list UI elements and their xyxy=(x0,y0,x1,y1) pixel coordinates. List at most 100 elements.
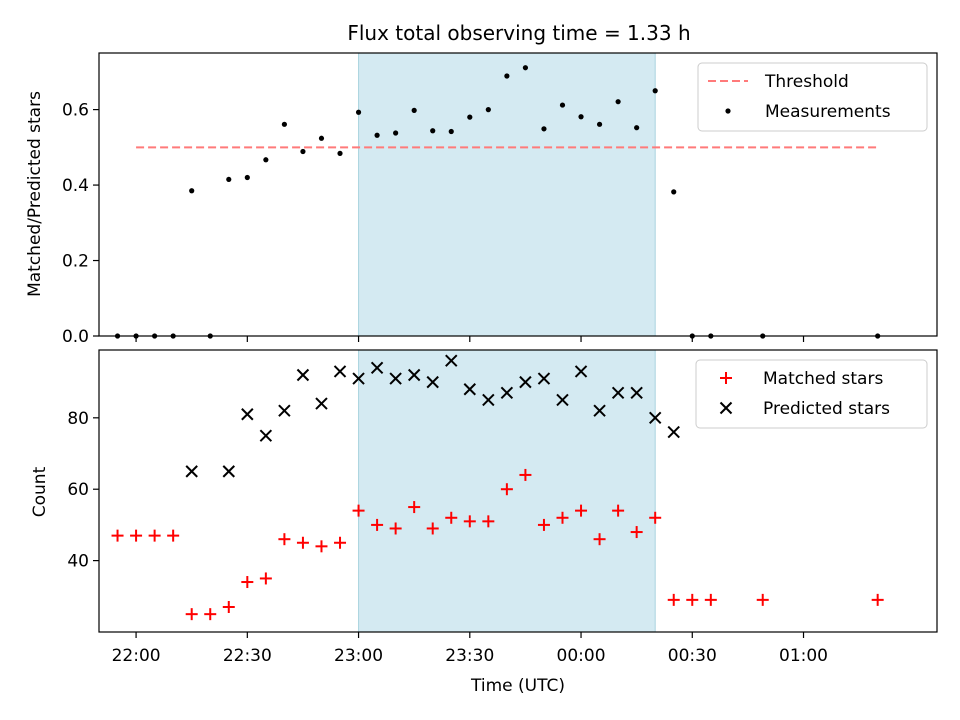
predicted-stars-point xyxy=(278,404,291,417)
measurement-point xyxy=(226,176,232,183)
legend-box xyxy=(695,359,928,429)
predicted-stars-point-b xyxy=(296,368,310,382)
bottom-y-axis-label: Count xyxy=(30,466,50,517)
predicted-stars-point xyxy=(426,375,439,389)
predicted-stars-point-b xyxy=(463,383,477,396)
measurement-point xyxy=(189,188,195,194)
measurement-point xyxy=(504,73,510,79)
predicted-stars-point xyxy=(445,354,458,367)
predicted-stars-point xyxy=(463,383,477,396)
legend-label: Predicted stars xyxy=(763,399,890,419)
legend-box xyxy=(697,62,928,132)
predicted-stars-point-b xyxy=(593,404,606,417)
predicted-stars-point-b xyxy=(370,361,384,375)
measurement-point xyxy=(467,114,473,120)
measurement-point xyxy=(318,135,325,141)
legend-label: Matched stars xyxy=(763,369,883,389)
measurement-point xyxy=(337,150,343,156)
measurement-point xyxy=(634,125,640,131)
predicted-stars-point-b xyxy=(259,429,273,442)
predicted-stars-point xyxy=(519,375,532,389)
matched-stars-point xyxy=(445,511,458,524)
matched-stars-point xyxy=(686,593,699,606)
matched-stars-point xyxy=(167,529,180,542)
predicted-stars-point xyxy=(482,393,495,407)
measurement-point xyxy=(355,109,362,115)
predicted-stars-point-b xyxy=(667,425,680,439)
predicted-stars-point-b xyxy=(445,354,458,367)
shaded-interval xyxy=(358,53,656,336)
matched-stars-point xyxy=(278,533,291,546)
predicted-stars-point xyxy=(352,372,365,385)
predicted-stars-point-b xyxy=(352,372,365,385)
measurement-point xyxy=(578,114,584,120)
axes-frame xyxy=(98,349,938,633)
predicted-stars-point xyxy=(630,386,643,400)
measurement-point xyxy=(448,128,454,135)
matched-stars-point xyxy=(389,522,402,535)
matched-stars-point xyxy=(148,529,161,542)
predicted-stars-point xyxy=(241,408,254,421)
matched-stars-point xyxy=(667,593,680,606)
predicted-stars-point-b xyxy=(407,368,421,382)
predicted-stars-point xyxy=(611,386,625,400)
predicted-stars-point xyxy=(593,404,606,417)
matched-stars-point xyxy=(612,504,625,517)
predicted-stars-point-b xyxy=(315,397,328,410)
matched-stars-point xyxy=(537,518,550,531)
measurement-point xyxy=(671,189,677,195)
measurement-point xyxy=(559,102,566,108)
matched-stars-point xyxy=(185,608,198,621)
x-tick-label: 23:00 xyxy=(334,646,383,666)
top-panel: 0.0 0.2 0.4 0.6 Threshold Measurements xyxy=(62,52,938,347)
measurement-point xyxy=(596,121,603,127)
matched-stars-point xyxy=(426,522,439,535)
matched-stars-point xyxy=(756,593,769,606)
measurement-point xyxy=(281,121,287,127)
measurement-point xyxy=(652,88,658,94)
predicted-stars-point xyxy=(667,425,680,439)
predicted-stars-point-b xyxy=(500,386,514,400)
y-tick-label: 0.6 xyxy=(62,101,89,121)
measurement-point xyxy=(244,174,250,181)
predicted-stars-point xyxy=(407,368,421,382)
measurement-point xyxy=(374,132,380,138)
axes-frame xyxy=(98,52,938,337)
measurement-point xyxy=(615,99,621,105)
y-tick-label: 60 xyxy=(67,480,89,500)
predicted-stars-point xyxy=(500,386,514,400)
matched-stars-point xyxy=(519,468,532,481)
x-tick-label: 00:30 xyxy=(668,646,717,666)
predicted-stars-point-b xyxy=(556,393,569,407)
measurement-point xyxy=(300,148,306,155)
predicted-stars-point xyxy=(333,365,347,378)
legend-predicted-marker-b xyxy=(719,401,733,415)
measurement-point xyxy=(541,126,547,132)
predicted-stars-point xyxy=(537,372,551,385)
matched-stars-point xyxy=(575,504,588,517)
matched-stars-point xyxy=(315,540,328,553)
matched-stars-point xyxy=(204,608,217,621)
x-tick-label: 00:00 xyxy=(557,646,606,666)
chart-title: Flux total observing time = 1.33 h xyxy=(347,21,690,45)
predicted-stars-point xyxy=(315,397,328,410)
predicted-stars-point-b xyxy=(482,393,495,407)
y-tick-label: 0.2 xyxy=(62,252,89,272)
matched-stars-point xyxy=(649,511,662,524)
matched-stars-point xyxy=(111,529,124,542)
matched-stars-point xyxy=(463,515,476,528)
predicted-stars-point-b xyxy=(241,408,254,421)
predicted-stars-point xyxy=(389,372,402,385)
predicted-stars-point xyxy=(574,365,588,378)
matched-stars-point xyxy=(482,515,495,528)
matched-stars-point xyxy=(500,483,513,496)
legend-measurement-marker xyxy=(725,108,731,114)
predicted-stars-point xyxy=(556,393,569,407)
y-tick-label: 0.4 xyxy=(62,176,89,196)
predicted-stars-point-b xyxy=(574,365,588,378)
matched-stars-point xyxy=(259,572,272,585)
matched-stars-point xyxy=(352,504,365,517)
predicted-stars-point-b xyxy=(537,372,551,385)
matched-stars-point xyxy=(593,533,606,546)
predicted-stars-point-b xyxy=(222,465,235,478)
